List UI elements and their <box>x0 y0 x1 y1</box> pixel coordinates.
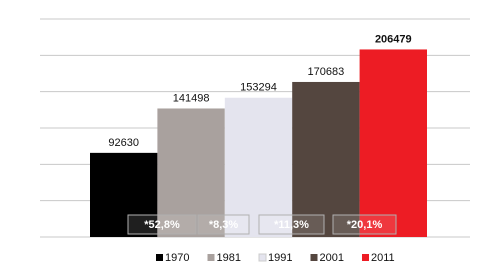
bar <box>157 108 225 237</box>
data-label: 92630 <box>108 137 139 149</box>
data-label: 141498 <box>173 92 210 104</box>
legend-label: 2011 <box>371 252 395 264</box>
legend-label: 1981 <box>217 252 241 264</box>
annotation-box <box>332 214 397 235</box>
annotation-box <box>197 214 250 235</box>
legend-label: 1970 <box>165 252 189 264</box>
annotation-box <box>127 214 197 235</box>
annotation-box <box>258 214 325 235</box>
data-label: 153294 <box>240 82 277 94</box>
bar <box>292 81 360 237</box>
legend-swatch <box>310 254 318 261</box>
data-label: 170683 <box>308 66 345 78</box>
bar <box>90 152 158 237</box>
data-label: 206479 <box>375 33 412 45</box>
annotation: *20,1% <box>347 219 383 231</box>
legend-swatch <box>156 254 163 261</box>
legend-label: 1991 <box>268 252 292 264</box>
legend-swatch <box>207 254 215 261</box>
annotation: *11,3% <box>274 219 309 231</box>
bar <box>224 97 293 237</box>
legend-swatch <box>362 254 369 261</box>
legend-label: 2001 <box>320 252 344 264</box>
annotation: *52,8% <box>144 219 180 231</box>
bar <box>359 49 427 237</box>
legend-swatch <box>258 253 267 262</box>
annotation: *8,3% <box>209 219 239 231</box>
